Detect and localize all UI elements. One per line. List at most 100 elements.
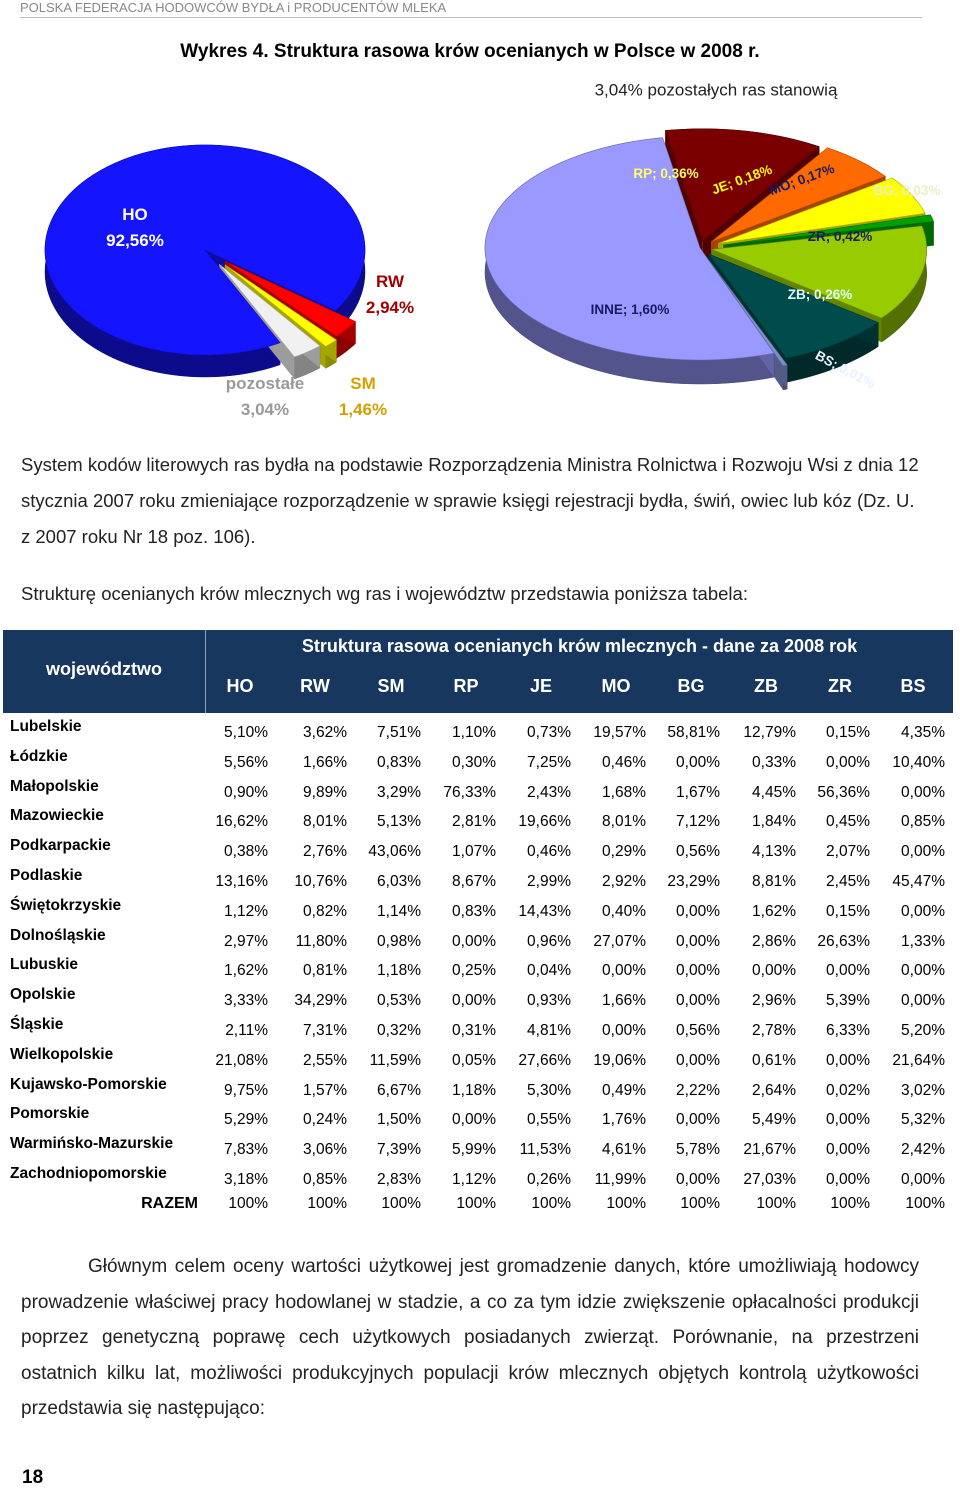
table-cell: 0,82% [303, 902, 347, 920]
table-cell: 27,03% [743, 1171, 796, 1188]
table-cell: 10,76% [294, 873, 347, 890]
paragraph: System kodów literowych ras bydła na pod… [21, 454, 919, 547]
total-cell: 100% [606, 1195, 646, 1212]
table-cell: 8,67% [452, 873, 496, 890]
column-header: RW [300, 676, 330, 696]
table-cell: 0,90% [224, 783, 268, 801]
table-cell: 0,25% [452, 962, 496, 980]
slice-label: ZR; 0,42% [808, 229, 873, 244]
table-cell: 2,45% [826, 873, 870, 890]
table-cell: 0,85% [303, 1171, 347, 1188]
table-cell: 8,01% [303, 813, 347, 831]
table-cell: 3,62% [303, 724, 347, 741]
slice-category: HO [122, 205, 148, 224]
label-separator: ; [894, 183, 902, 198]
table-cell: 0,56% [676, 843, 720, 861]
table-cell: 2,78% [752, 1022, 796, 1039]
table-cell: 6,33% [826, 1022, 870, 1039]
table-cell: 0,00% [676, 992, 720, 1010]
table-cell: 5,29% [224, 1111, 268, 1129]
table-cell: 7,39% [377, 1141, 421, 1159]
row-header: Lubelskie [10, 718, 82, 735]
table-cell: 0,46% [602, 753, 646, 771]
table-cell: 4,35% [901, 724, 945, 741]
row-header: Mazowieckie [10, 807, 104, 825]
slice-category: RP [633, 166, 652, 181]
table-cell: 4,13% [752, 843, 796, 861]
slice-category: ZB [788, 287, 806, 302]
pie-slice [665, 128, 820, 242]
table-cell: 45,47% [892, 873, 945, 890]
table-cell: 7,12% [676, 813, 720, 831]
corner-header: województwo [46, 659, 162, 679]
total-cell: 100% [381, 1195, 421, 1212]
row-header: Małopolskie [10, 777, 99, 795]
table-cell: 16,62% [215, 813, 268, 831]
table-cell: 0,05% [452, 1051, 496, 1069]
slice-value-label: 2,94% [366, 298, 414, 317]
row-header: Wielkopolskie [10, 1045, 114, 1063]
table-title: Struktura rasowa ocenianych krów mleczny… [301, 636, 858, 656]
table-cell: 5,56% [224, 753, 268, 771]
label-separator: ; [623, 302, 631, 317]
table-cell: 0,04% [527, 962, 571, 980]
table-cell: 5,32% [901, 1111, 945, 1129]
table-cell: 1,18% [452, 1081, 496, 1099]
table-cell: 7,25% [527, 753, 571, 771]
table-cell: 13,16% [215, 873, 268, 890]
header-rule [20, 17, 922, 18]
table-cell: 0,38% [224, 843, 268, 861]
table-cell: 1,76% [602, 1111, 646, 1129]
table-cell: 19,06% [593, 1051, 646, 1069]
table-cell: 0,15% [826, 902, 870, 920]
table-cell: 9,89% [303, 783, 347, 801]
label-separator: ; [826, 229, 834, 244]
column-header: HO [226, 676, 254, 696]
table-cell: 0,00% [826, 1141, 870, 1159]
slice-value-label: 0,36% [660, 166, 698, 181]
row-header: Kujawsko-Pomorskie [10, 1075, 167, 1093]
table-cell: 7,31% [303, 1022, 347, 1039]
table-cell: 5,78% [676, 1141, 720, 1159]
table-cell: 11,53% [519, 1141, 571, 1159]
table-cell: 0,40% [602, 902, 646, 920]
pie-slice [219, 264, 321, 358]
pie-slice [723, 214, 934, 246]
chart-title: Wykres 4. Struktura rasowa krów oceniany… [180, 41, 759, 62]
pie-slice [44, 144, 366, 356]
table-cell: 0,00% [676, 1111, 720, 1129]
total-cell: 100% [756, 1195, 796, 1212]
table-cell: 0,00% [452, 1111, 496, 1129]
table-cell: 0,24% [303, 1111, 347, 1129]
pie-slice [710, 147, 886, 243]
table-cell: 0,00% [676, 902, 720, 920]
slice-category: pozostałe [226, 374, 304, 393]
table-cell: 4,61% [602, 1141, 646, 1159]
table-cell: 1,84% [752, 813, 796, 831]
table-cell: 0,33% [752, 753, 796, 771]
table-cell: 0,00% [901, 992, 945, 1010]
slice-label: RP; 0,36% [633, 166, 698, 181]
table-cell: 0,00% [901, 843, 945, 861]
table-cell: 0,85% [901, 813, 945, 831]
table-cell: 2,83% [377, 1171, 421, 1188]
table-cell: 2,76% [303, 843, 347, 861]
table-cell: 2,81% [452, 813, 496, 831]
table-cell: 21,08% [215, 1051, 268, 1069]
slice-value-label: 92,56% [106, 231, 164, 250]
column-header: MO [601, 676, 631, 696]
table-cell: 0,55% [527, 1111, 571, 1129]
table-cell: 0,00% [901, 1171, 945, 1188]
slice-value-label: 0,03% [902, 183, 940, 198]
row-header: Lubuskie [10, 956, 79, 974]
slice-value-label: 1,60% [631, 302, 669, 317]
table-cell: 6,03% [377, 873, 421, 890]
table-cell: 2,11% [225, 1022, 268, 1039]
table-cell: 2,55% [303, 1051, 347, 1069]
chart: Wykres 4. Struktura rasowa krów oceniany… [44, 41, 940, 419]
table-cell: 0,93% [527, 992, 571, 1010]
column-header: RP [453, 676, 479, 696]
chart-subtitle: 3,04% pozostałych ras stanowią [595, 80, 838, 99]
pie-slice [224, 260, 357, 337]
slice-label: HO 92,56% [106, 205, 164, 250]
